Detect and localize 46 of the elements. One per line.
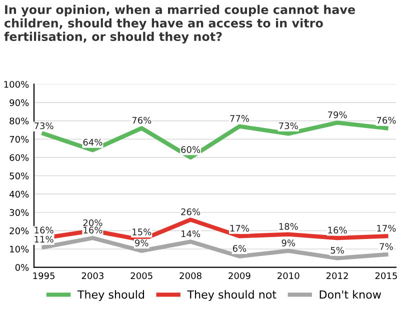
data-label: 17%	[377, 224, 396, 232]
data-label: 7%	[380, 243, 393, 250]
y-tick-label: 100%	[4, 80, 29, 88]
data-label: 6%	[232, 244, 246, 252]
y-tick-label: 90%	[10, 99, 29, 106]
data-label: 9%	[135, 240, 148, 246]
y-tick-label: 60%	[10, 154, 29, 162]
data-label: 79%	[328, 111, 347, 118]
data-label: 16%	[34, 226, 54, 234]
data-label: 11%	[34, 236, 54, 243]
data-label: 76%	[132, 116, 152, 124]
data-label: 17%	[230, 224, 249, 232]
x-tick-label: 2012	[326, 272, 348, 280]
x-tick-label: 2010	[278, 272, 300, 280]
data-label: 60%	[181, 146, 200, 153]
data-label: 73%	[34, 122, 54, 130]
x-tick-label: 2015	[375, 272, 397, 280]
data-label: 18%	[279, 223, 298, 230]
legend-label: They should	[77, 290, 144, 301]
chart-title: In your opinion, when a married couple cannot have children, should they have an access to in vitro fertilisation, or should they not?	[4, 4, 355, 44]
data-label: 64%	[83, 138, 102, 146]
data-label: 5%	[330, 246, 344, 254]
y-tick-label: 50%	[10, 172, 29, 180]
legend-label: Don't know	[320, 290, 381, 299]
x-tick-label: 2008	[180, 272, 202, 280]
data-label: 26%	[181, 208, 200, 216]
legend-label: They should not	[187, 290, 276, 301]
data-label: 20%	[83, 219, 102, 226]
data-label: 14%	[182, 230, 200, 238]
data-label: 73%	[279, 122, 298, 130]
x-tick-label: 2005	[130, 272, 152, 280]
y-tick-label: 20%	[10, 227, 29, 234]
data-label: 9%	[282, 240, 296, 246]
data-label: 15%	[132, 228, 152, 236]
y-tick-label: 10%	[10, 246, 29, 253]
y-tick-label: 70%	[10, 136, 29, 143]
x-tick-label: 1995	[33, 272, 54, 280]
y-tick-label: 30%	[10, 209, 29, 216]
data-label: 77%	[230, 115, 249, 122]
y-tick-label: 40%	[10, 190, 29, 198]
y-tick-label: 0%	[15, 264, 29, 271]
x-tick-label: 2003	[82, 272, 104, 280]
x-tick-label: 2009	[228, 272, 250, 280]
y-tick-label: 80%	[10, 118, 29, 124]
data-label: 16%	[328, 226, 347, 234]
data-label: 76%	[376, 116, 396, 124]
